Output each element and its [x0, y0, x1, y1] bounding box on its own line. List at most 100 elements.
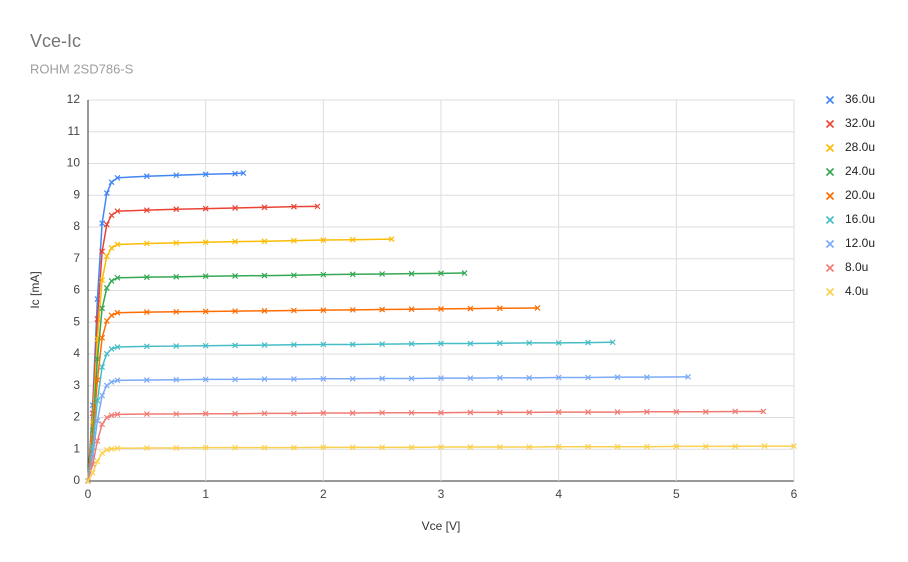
legend-marker [825, 263, 835, 273]
data-point [261, 204, 268, 211]
data-point [114, 174, 121, 181]
data-point [585, 443, 592, 450]
data-point [94, 458, 101, 465]
data-point [173, 445, 180, 451]
data-point [609, 339, 616, 346]
data-point [320, 237, 327, 243]
data-point [108, 212, 115, 219]
data-point [114, 241, 121, 248]
data-point [320, 444, 327, 451]
y-tick-label: 8 [73, 219, 80, 233]
data-point [143, 207, 150, 214]
y-tick-label: 6 [73, 283, 80, 297]
data-point [379, 444, 386, 451]
data-point [761, 443, 768, 449]
data-point [94, 397, 101, 404]
data-point [349, 271, 356, 278]
data-point [108, 179, 115, 186]
data-point [240, 170, 247, 176]
data-point [202, 308, 209, 315]
y-tick-label: 10 [67, 156, 81, 170]
data-point [408, 409, 415, 416]
data-point [585, 409, 592, 416]
data-point [232, 342, 239, 349]
data-point [496, 305, 503, 312]
series-line [87, 341, 613, 482]
chart-title: Vce-Ic [30, 31, 81, 51]
data-point [496, 374, 503, 381]
data-point [232, 444, 239, 451]
series-line [87, 205, 318, 482]
data-point [555, 339, 562, 346]
data-point [585, 339, 592, 346]
data-point [496, 444, 503, 450]
data-point [173, 206, 180, 213]
data-point [103, 221, 110, 228]
y-tick-label: 9 [73, 187, 80, 201]
legend-label: 24.0u [845, 164, 875, 178]
data-point [89, 469, 96, 476]
data-point [349, 236, 356, 243]
data-point [614, 374, 621, 381]
chart-subtitle: ROHM 2SD786-S [30, 61, 134, 76]
data-point [349, 375, 356, 382]
data-point [261, 307, 268, 314]
y-axis-title: Ic [mA] [28, 271, 42, 308]
data-point [702, 408, 709, 415]
data-point [103, 253, 110, 260]
data-point [173, 343, 180, 349]
data-point [114, 274, 121, 281]
data-point [173, 239, 180, 246]
data-point [320, 375, 327, 382]
legend-marker [825, 95, 835, 105]
data-point [232, 410, 239, 417]
data-point [103, 350, 110, 357]
data-point [379, 375, 386, 382]
data-point [99, 248, 106, 255]
data-point [143, 240, 150, 247]
data-point [534, 305, 541, 311]
x-tick-label: 5 [673, 487, 680, 501]
data-point [467, 305, 474, 312]
data-point [526, 374, 533, 381]
data-point [173, 411, 180, 417]
data-point [143, 377, 150, 383]
data-point [103, 190, 110, 196]
data-point [349, 410, 356, 416]
data-point [99, 277, 106, 283]
data-point [614, 443, 621, 450]
data-point [261, 444, 268, 451]
legend-label: 28.0u [845, 140, 875, 154]
x-tick-label: 6 [791, 487, 798, 501]
data-point [108, 245, 115, 251]
data-point [467, 444, 474, 450]
data-point [290, 272, 297, 279]
legend-marker [825, 167, 835, 177]
y-tick-label: 12 [67, 92, 81, 106]
legend-marker [825, 119, 835, 129]
data-point [408, 375, 415, 382]
data-point [408, 340, 415, 347]
data-point [99, 421, 106, 428]
data-point [143, 343, 150, 350]
data-point [108, 312, 115, 319]
data-point [232, 205, 239, 211]
data-point [467, 409, 474, 416]
y-tick-label: 2 [73, 410, 80, 424]
legend-label: 32.0u [845, 116, 875, 130]
x-axis-title: Vce [V] [422, 519, 461, 533]
data-point [408, 270, 415, 277]
legend-marker [825, 143, 835, 153]
data-point [99, 364, 106, 370]
data-point [261, 376, 268, 383]
legend-label: 12.0u [845, 236, 875, 250]
data-point [202, 342, 209, 349]
data-point [173, 376, 180, 383]
data-point [408, 444, 415, 451]
data-point [232, 170, 239, 177]
legend-marker [825, 287, 835, 297]
data-point [349, 444, 356, 451]
data-point [379, 409, 386, 416]
data-point [261, 342, 268, 349]
data-point [108, 379, 115, 385]
